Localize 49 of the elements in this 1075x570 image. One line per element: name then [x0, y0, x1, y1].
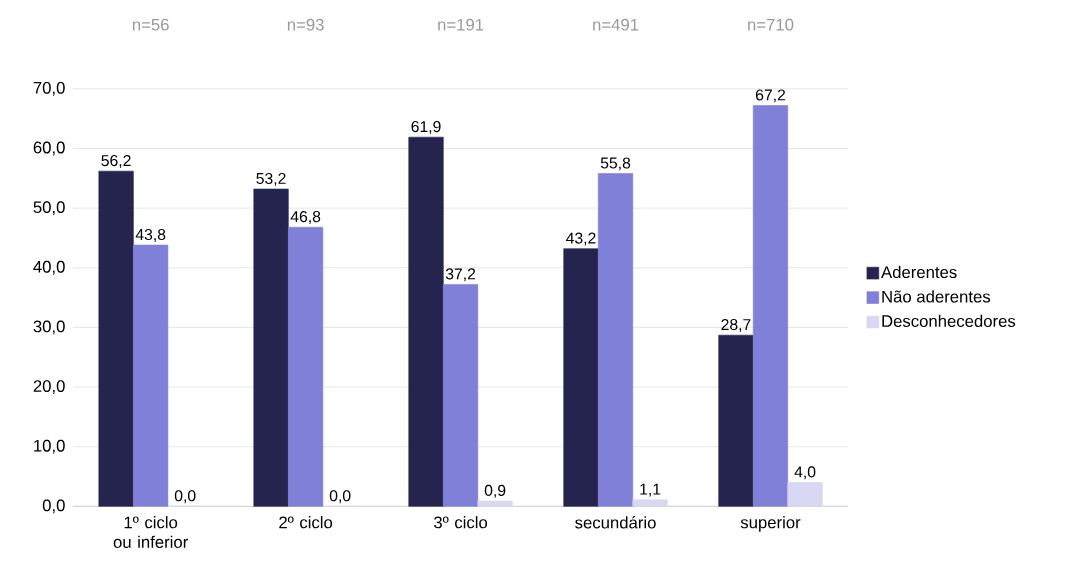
text: n=191: [438, 18, 484, 31]
x-tick-label: 3º ciclo: [433, 516, 488, 529]
data-label: 61,9: [411, 121, 441, 135]
data-label: 0,0: [329, 490, 351, 504]
legend-label: Desconhecedores: [882, 315, 1016, 328]
y-tick-label: 20,0: [33, 380, 65, 395]
y-tick-label: 30,0: [33, 320, 65, 335]
data-label: 53,2: [256, 173, 286, 187]
x-tick-label: secundário: [575, 516, 656, 529]
bar: [787, 482, 823, 507]
data-label: 67,2: [755, 89, 786, 103]
data-label: 0,9: [484, 485, 506, 499]
legend-label: Aderentes: [881, 266, 957, 279]
bar: [98, 171, 134, 507]
data-label: 46,8: [290, 211, 321, 225]
bar: [752, 105, 789, 507]
data-label: 43,2: [566, 232, 596, 246]
x-tick-label: superior: [740, 516, 801, 532]
y-tick-label: 60,0: [33, 141, 65, 156]
data-label: 28,7: [721, 319, 751, 333]
data-label: 1,1: [640, 484, 661, 497]
bar: [408, 137, 444, 507]
bar: [563, 248, 599, 507]
legend-label: Não aderentes: [882, 290, 991, 303]
x-tick-label: 2º ciclo: [279, 516, 333, 529]
bar: [597, 173, 634, 507]
text: n=491: [593, 18, 639, 31]
bar: [133, 245, 169, 507]
y-tick-label: 10,0: [34, 440, 65, 454]
data-label: 55,8: [600, 157, 631, 171]
text: n=93: [287, 18, 324, 31]
bar: [288, 227, 324, 507]
y-tick-label: 40,0: [33, 261, 65, 275]
data-label: 4,0: [794, 466, 816, 480]
data-label: 37,2: [445, 268, 476, 282]
data-label: 0,0: [174, 490, 196, 504]
data-label: 43,8: [135, 229, 166, 243]
y-tick-label: 70,0: [33, 82, 65, 96]
y-tick-label: 0,0: [42, 499, 65, 514]
x-tick-label: 1º ciclo ou inferior: [113, 516, 188, 549]
bar: [443, 284, 479, 507]
text: n=710: [748, 18, 794, 31]
bar: [632, 499, 668, 507]
text: n=56: [132, 18, 169, 31]
y-tick-label: 50,0: [33, 201, 65, 216]
bar: [253, 188, 289, 507]
bar: [718, 335, 754, 507]
bar: [477, 500, 513, 507]
data-label: 56,2: [101, 155, 131, 169]
